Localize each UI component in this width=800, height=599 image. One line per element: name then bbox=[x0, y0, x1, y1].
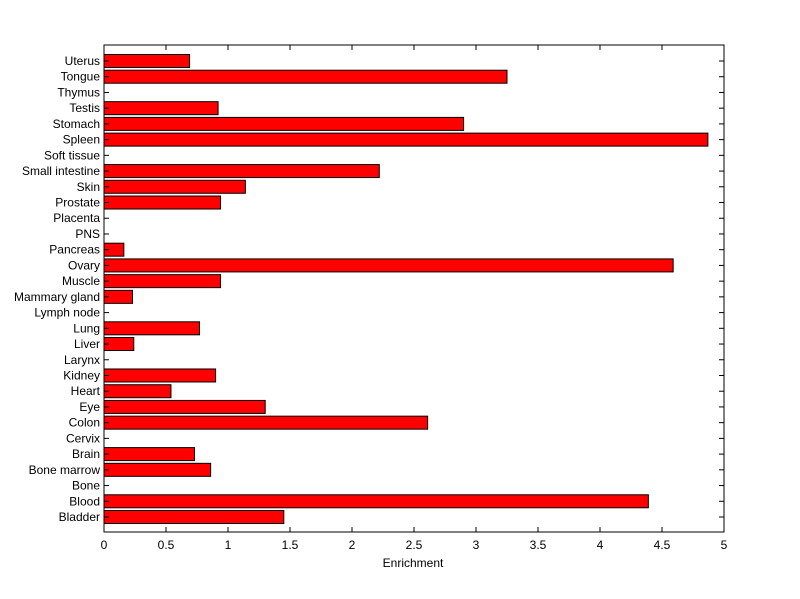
y-tick-label: Tongue bbox=[61, 70, 101, 84]
y-tick-label: Lung bbox=[73, 321, 100, 335]
y-tick-label: Brain bbox=[72, 447, 100, 461]
bar bbox=[103, 399, 266, 414]
y-tick-label: Bladder bbox=[59, 510, 100, 524]
x-axis-title: Enrichment bbox=[383, 556, 444, 570]
y-tick-label: Mammary gland bbox=[14, 290, 100, 304]
y-tick-label: Prostate bbox=[55, 196, 100, 210]
bar bbox=[103, 69, 508, 84]
bar bbox=[103, 195, 222, 210]
bar bbox=[103, 101, 219, 116]
y-tick-label: Liver bbox=[74, 337, 100, 351]
bar bbox=[103, 510, 285, 524]
y-tick-label: Larynx bbox=[64, 353, 100, 367]
bar bbox=[103, 54, 191, 68]
x-tick-label: 5 bbox=[721, 538, 728, 552]
bar bbox=[103, 384, 172, 399]
y-tick-label: Small intestine bbox=[22, 164, 100, 178]
bar bbox=[103, 179, 246, 194]
bar bbox=[103, 494, 649, 509]
y-tick-label: Testis bbox=[69, 101, 100, 115]
x-tick-label: 2 bbox=[349, 538, 356, 552]
x-axis: 0 0.5 1 1.5 2 2.5 3 3.5 4 4.5 5 bbox=[101, 45, 728, 552]
y-tick-label: Colon bbox=[69, 416, 100, 430]
y-tick-label: Stomach bbox=[53, 117, 100, 131]
y-tick-label: Heart bbox=[71, 384, 101, 398]
y-tick-label: Ovary bbox=[68, 258, 100, 272]
y-tick-label: Cervix bbox=[66, 431, 100, 445]
x-tick-label: 3 bbox=[473, 538, 480, 552]
x-tick-label: 0 bbox=[101, 538, 108, 552]
y-tick-label: Uterus bbox=[65, 54, 100, 68]
x-tick-label: 3.5 bbox=[530, 538, 547, 552]
x-tick-label: 2.5 bbox=[406, 538, 423, 552]
y-tick-label: Eye bbox=[79, 400, 100, 414]
bar bbox=[103, 164, 380, 179]
y-tick-label: Muscle bbox=[62, 274, 100, 288]
x-tick-label: 4.5 bbox=[654, 538, 671, 552]
bar bbox=[103, 368, 217, 383]
bar bbox=[103, 447, 196, 462]
x-tick-label: 0.5 bbox=[158, 538, 175, 552]
bar bbox=[103, 321, 200, 336]
bar bbox=[103, 415, 429, 430]
y-tick-label: Soft tissue bbox=[44, 148, 100, 162]
y-tick-label: Skin bbox=[77, 180, 100, 194]
y-tick-label: Placenta bbox=[53, 211, 100, 225]
x-tick-label: 1 bbox=[225, 538, 232, 552]
y-tick-label: Bone bbox=[72, 479, 100, 493]
y-tick-label: Pancreas bbox=[49, 243, 100, 257]
bar bbox=[103, 274, 222, 289]
y-tick-label: Blood bbox=[69, 494, 100, 508]
y-tick-label: Lymph node bbox=[34, 306, 100, 320]
x-tick-label: 4 bbox=[597, 538, 604, 552]
y-tick-label: Bone marrow bbox=[29, 463, 101, 477]
bar bbox=[103, 258, 674, 273]
bar bbox=[103, 462, 212, 477]
y-tick-label: PNS bbox=[75, 227, 100, 241]
x-tick-label: 1.5 bbox=[282, 538, 299, 552]
y-tick-label: Kidney bbox=[63, 368, 100, 382]
bar bbox=[103, 132, 709, 147]
bars-group bbox=[103, 54, 709, 524]
y-tick-label: Spleen bbox=[63, 133, 100, 147]
y-tick-label: Thymus bbox=[57, 85, 100, 99]
bar bbox=[103, 116, 465, 131]
